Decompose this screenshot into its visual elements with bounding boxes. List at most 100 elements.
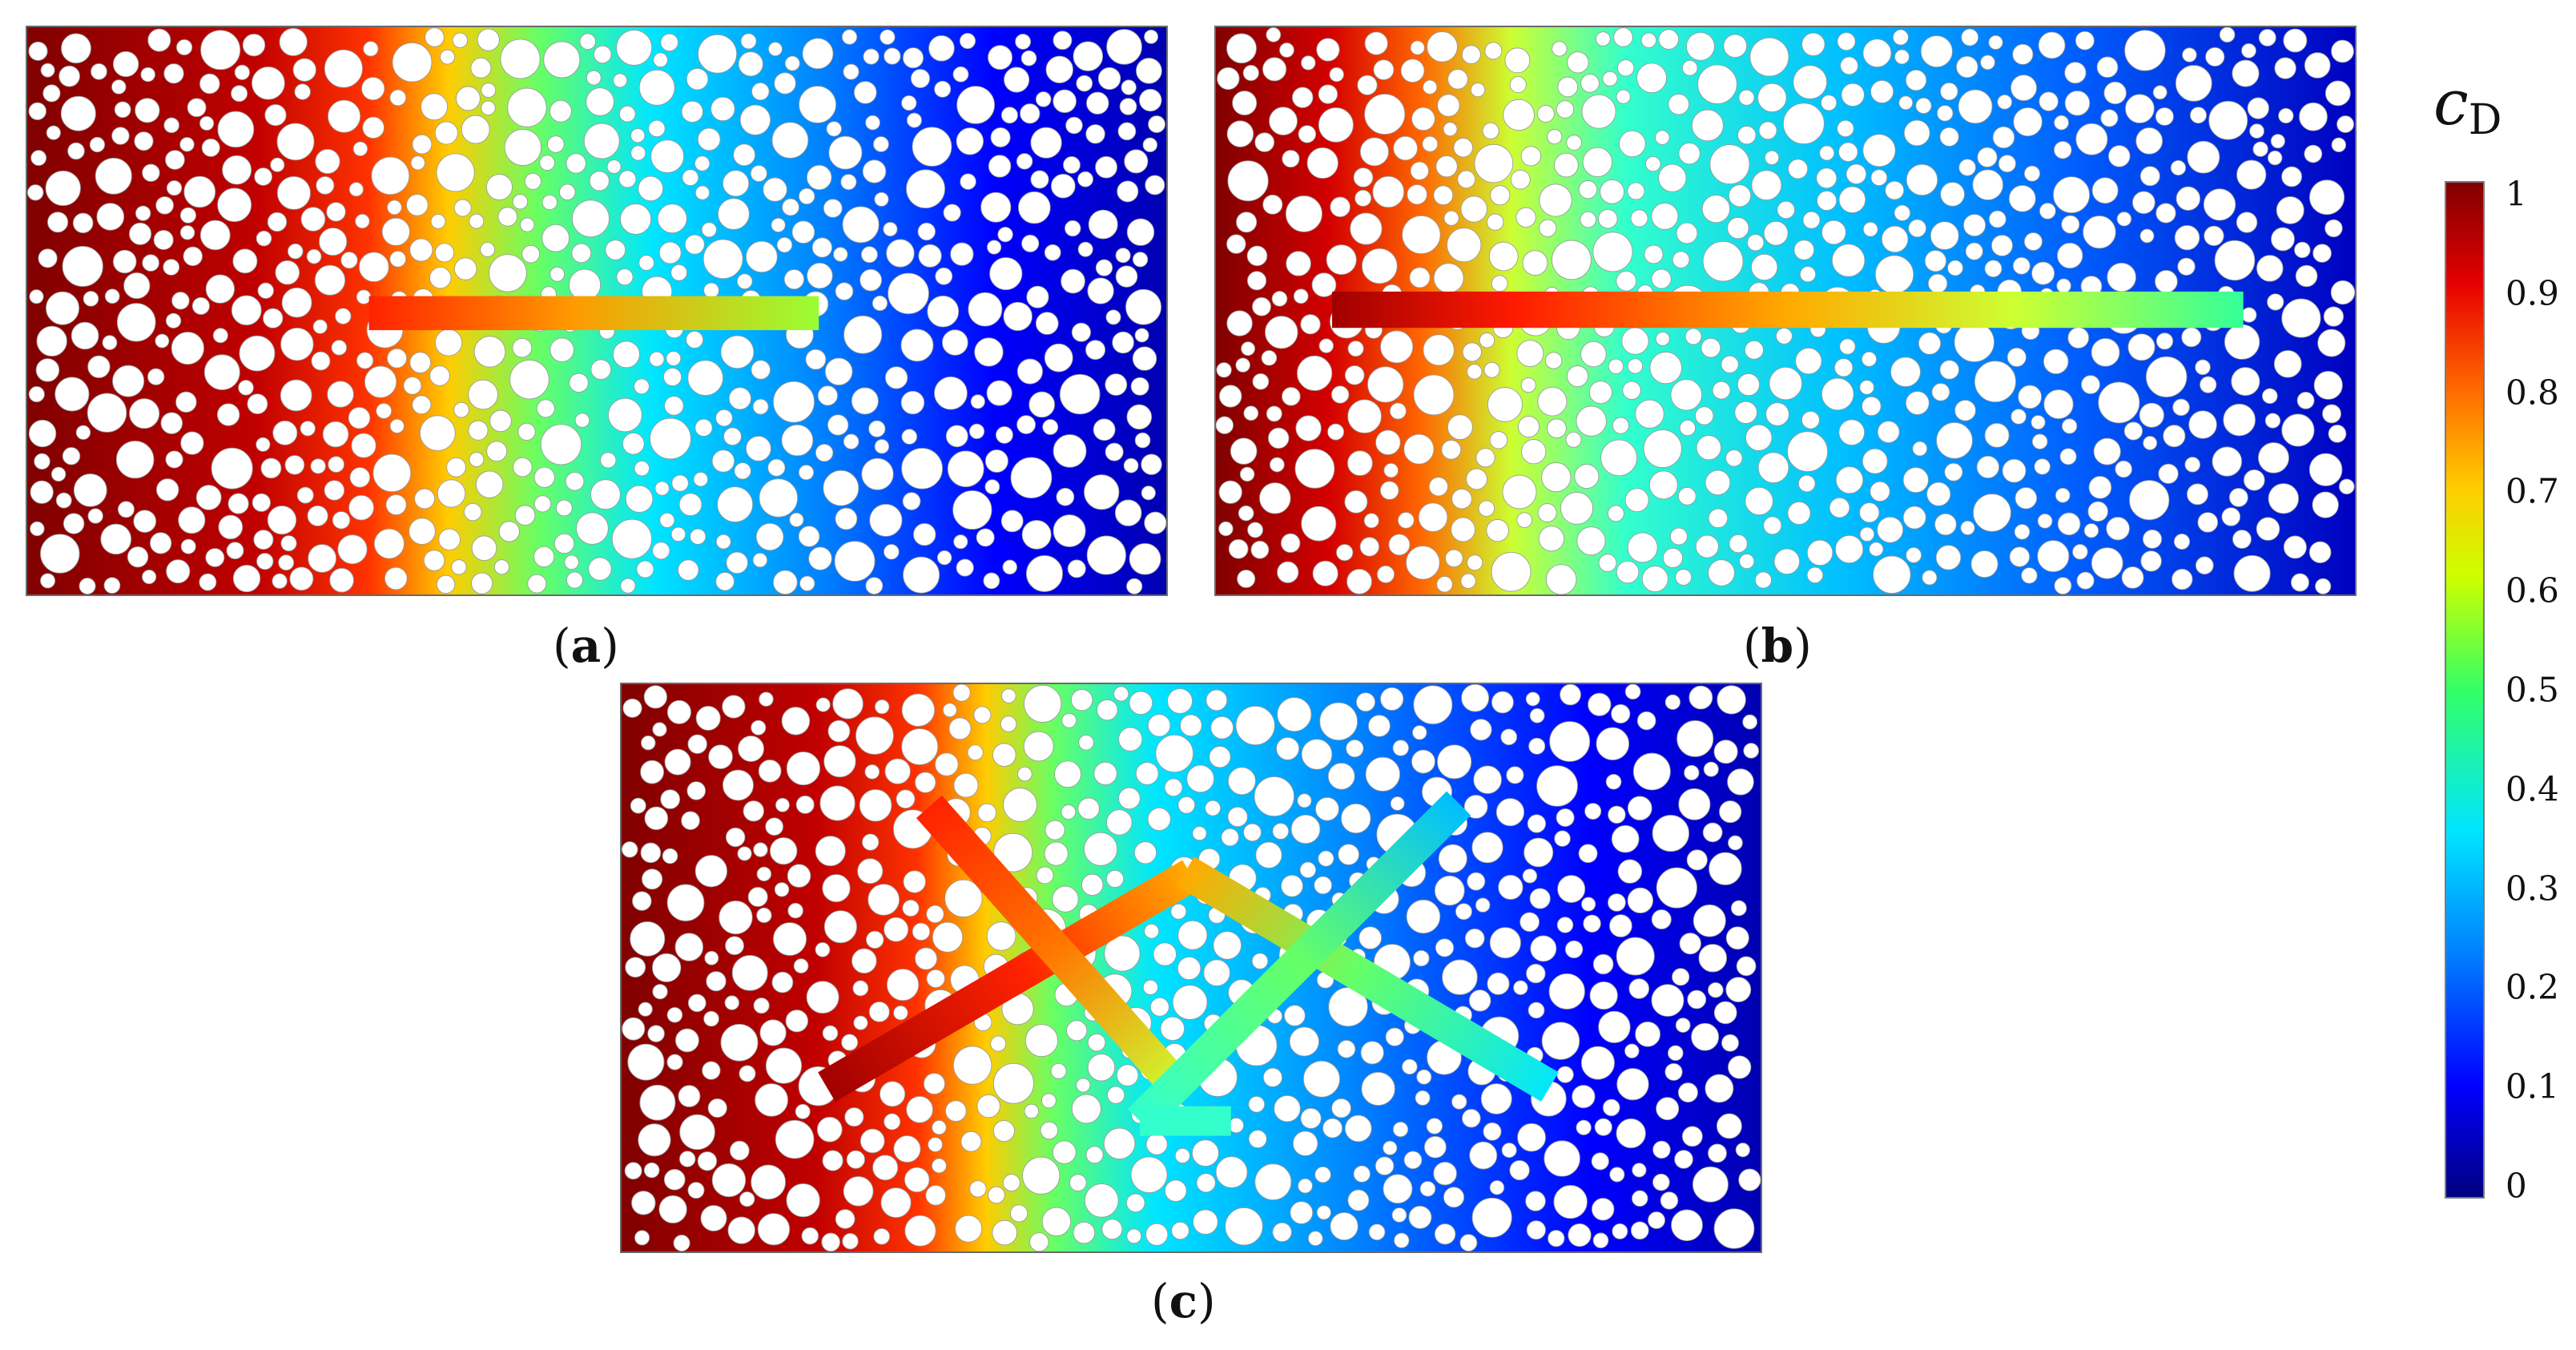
grain [1743,743,1760,759]
grain [1328,987,1368,1027]
grain [1216,416,1234,434]
grain [956,127,984,155]
grain [179,137,195,152]
grain [1530,935,1557,962]
grain [1269,457,1285,473]
grain [477,28,500,51]
grain [1622,381,1641,400]
grain [1383,1140,1398,1155]
grain [1411,107,1435,131]
grain [28,41,48,61]
grain [990,127,1011,147]
grain [1293,288,1309,304]
grain [1576,526,1606,556]
grain [1592,232,1633,272]
grain [1486,518,1509,542]
grain [387,199,402,216]
grain [2317,328,2346,357]
grain [1574,464,1600,490]
grain [1311,272,1337,297]
grain [694,185,710,200]
grain [987,240,1002,255]
grain [45,170,81,207]
grain [1296,355,1333,391]
grain [1831,244,1866,277]
grain [1483,1122,1502,1141]
grain [1749,37,1789,77]
grain [826,121,842,137]
grain [700,1205,727,1231]
grain [1076,1078,1091,1093]
grain [2187,140,2220,174]
grain [1717,685,1746,715]
grain [1045,55,1073,83]
grain [1312,560,1338,586]
grain [2083,523,2099,538]
grain [620,578,636,594]
grain [888,272,929,315]
grain [663,368,682,387]
grain [254,167,273,186]
grain [1372,175,1405,208]
grain [2236,212,2258,233]
grain [832,688,863,719]
grain [1624,1043,1640,1058]
grain [242,34,266,57]
caption-a: (a) [553,619,619,673]
grain [1527,1001,1545,1019]
grain [58,65,80,87]
grain [1475,897,1491,913]
grain [2008,184,2036,212]
grain [636,560,654,578]
grain [356,352,374,369]
grain [1461,684,1490,712]
grain [504,128,542,167]
grain [893,1005,908,1021]
grain [687,1182,705,1199]
grain [1119,98,1137,115]
grain [217,111,255,148]
grain [2135,127,2163,155]
grain [1397,512,1415,529]
grain [2031,433,2048,449]
grain [1115,265,1138,288]
grain [1567,51,1589,74]
grain [1177,956,1201,981]
grain [903,870,926,893]
grain [1336,543,1354,562]
grain [2204,225,2224,247]
grain [886,968,920,1001]
grain [1434,1223,1456,1245]
grain [1516,512,1533,528]
grain [1954,400,1976,421]
grain [752,398,769,415]
grain [945,425,968,448]
grain [256,553,274,570]
grain [1262,57,1287,82]
grain [2212,446,2243,477]
grain [1423,1135,1447,1159]
grain [1126,218,1155,246]
grain [1306,147,1338,179]
grain [1488,241,1519,272]
grain [1077,171,1093,187]
grain [1470,719,1492,741]
grain [1974,361,2016,403]
grain [756,866,772,882]
grain [1010,457,1053,499]
grain [1002,559,1018,575]
grain [932,1158,947,1174]
grain [1459,1234,1478,1251]
grain [218,514,244,540]
grain [860,246,878,264]
grain [2152,85,2167,100]
grain [1467,554,1483,571]
grain [795,795,815,814]
grain [647,1025,665,1042]
grain [1272,823,1290,840]
grain [95,157,132,195]
grain [239,335,276,372]
grain [102,335,118,350]
grain [1688,685,1713,710]
grain [231,295,262,326]
